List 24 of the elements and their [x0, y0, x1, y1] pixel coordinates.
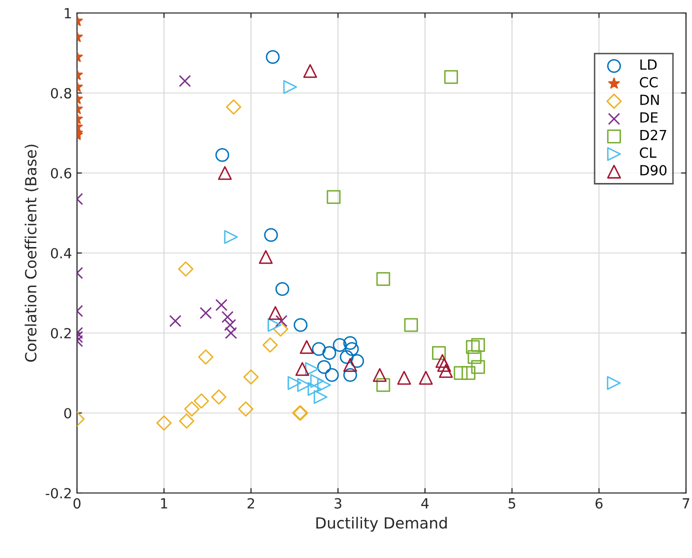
x-tick-label: 7 [682, 498, 690, 508]
y-tick-label: 0.4 [50, 248, 72, 258]
x-tick-label: 3 [334, 498, 342, 509]
x-tick-label: 0 [73, 498, 80, 509]
x-tick-label: 5 [508, 498, 516, 509]
x-axis-title: Ductility Demand [316, 516, 447, 532]
legend-label: D90 [640, 164, 666, 176]
legend-label: CL [640, 147, 656, 158]
legend-label: DN [640, 94, 659, 105]
x-tick-label: 1 [161, 498, 168, 508]
x-tick-label: 6 [596, 498, 603, 509]
legend-label: D27 [640, 130, 666, 140]
y-tick-label: 1 [64, 8, 71, 18]
y-tick-label: -0.2 [46, 488, 71, 498]
y-tick-label: 0.2 [50, 328, 71, 338]
legend-label: LD [640, 60, 657, 70]
legend-label: CC [640, 76, 658, 88]
y-tick-label: 0.6 [50, 168, 72, 178]
y-tick-label: 0.8 [50, 88, 72, 98]
x-tick-label: 2 [248, 498, 254, 508]
y-tick-label: 0 [64, 408, 72, 418]
legend-label: DE [640, 112, 658, 122]
x-tick-label: 4 [421, 498, 429, 508]
y-axis-title: Corelation Coefficient (Base) [24, 144, 38, 362]
